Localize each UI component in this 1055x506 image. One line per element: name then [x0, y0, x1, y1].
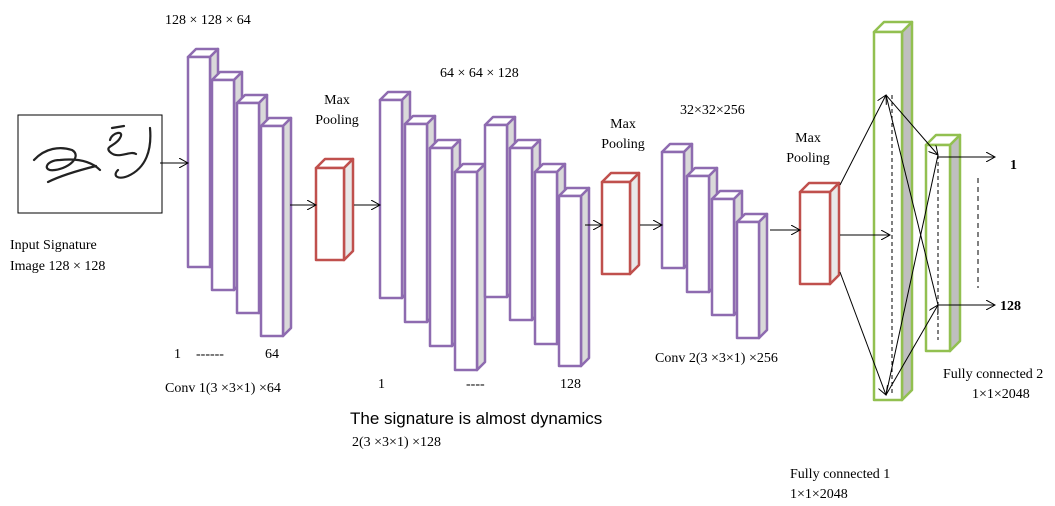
block-front [662, 152, 684, 268]
range-dots: ---- [466, 377, 485, 392]
range-start: 1 [378, 377, 385, 392]
range-start: 1 [174, 347, 181, 362]
block-front [800, 192, 830, 284]
block-front [405, 124, 427, 322]
input-label: Input Signature [10, 238, 97, 253]
fc1-label: Fully connected 1 [790, 467, 890, 482]
conv2-size: 64 × 64 × 128 [440, 66, 519, 81]
block-front [535, 172, 557, 344]
pool-label: Max [795, 131, 821, 146]
block-front [212, 80, 234, 290]
block-front [316, 168, 344, 260]
block-front [261, 126, 283, 336]
block-front [602, 182, 630, 274]
conv2-label: 2(3 ×3×1) ×128 [352, 435, 441, 450]
block-front [188, 57, 210, 267]
block-front [430, 148, 452, 346]
block-side [830, 183, 839, 284]
fc2-label: 1×1×2048 [972, 387, 1030, 402]
block-front [712, 199, 734, 315]
output-label: 1 [1010, 158, 1017, 173]
block-front [455, 172, 477, 370]
output-label: 128 [1000, 299, 1021, 314]
pool-label: Pooling [601, 137, 645, 152]
block-side [630, 173, 639, 274]
block-front [510, 148, 532, 320]
range-dots: ------ [196, 347, 224, 362]
block-side [950, 135, 960, 351]
block-side [344, 159, 353, 260]
conv3-label: Conv 2(3 ×3×1) ×256 [655, 351, 778, 366]
diagram: 128 × 128 × 64 64 × 64 × 128 32×32×256 M… [0, 0, 1055, 506]
block-front [380, 100, 402, 298]
block-front [485, 125, 507, 297]
input-label: Image 128 × 128 [10, 259, 105, 274]
block-side [902, 22, 912, 400]
conv1-label: Conv 1(3 ×3×1) ×64 [165, 381, 281, 396]
conv3-size: 32×32×256 [680, 103, 745, 118]
fc1-label: 1×1×2048 [790, 487, 848, 502]
fc2-label: Fully connected 2 [943, 367, 1043, 382]
block-front [559, 196, 581, 366]
pool-label: Max [324, 93, 350, 108]
pool-label: Pooling [786, 151, 830, 166]
conv1-size: 128 × 128 × 64 [165, 13, 251, 28]
caption: The signature is almost dynamics [350, 409, 602, 428]
pool-label: Pooling [315, 113, 359, 128]
pool-label: Max [610, 117, 636, 132]
block-front [687, 176, 709, 292]
block-front [737, 222, 759, 338]
block-front [874, 32, 902, 400]
block-front [237, 103, 259, 313]
range-end: 128 [560, 377, 581, 392]
range-end: 64 [265, 347, 279, 362]
